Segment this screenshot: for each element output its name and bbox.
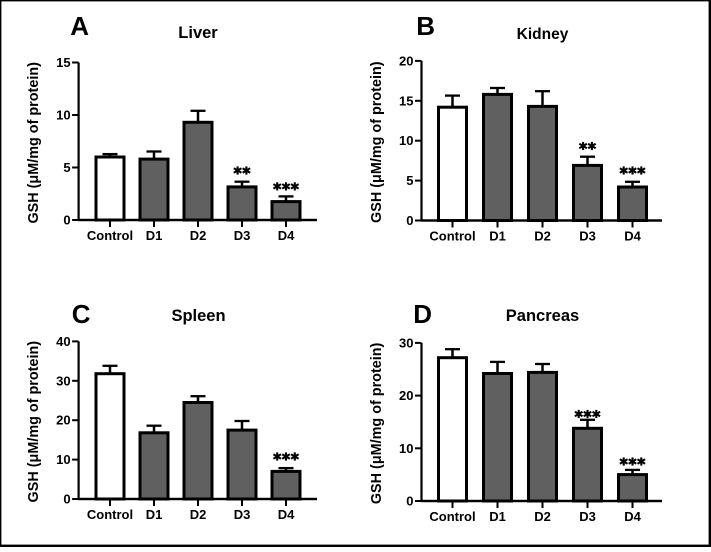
svg-text:D2: D2 bbox=[534, 228, 551, 243]
svg-text:GSH (μM/mg of protein): GSH (μM/mg of protein) bbox=[26, 341, 42, 503]
svg-text:D2: D2 bbox=[190, 228, 207, 243]
svg-text:Control: Control bbox=[429, 228, 475, 243]
svg-text:D3: D3 bbox=[579, 509, 596, 524]
svg-text:B: B bbox=[416, 11, 435, 41]
svg-text:D2: D2 bbox=[534, 509, 551, 524]
svg-text:Control: Control bbox=[429, 509, 475, 524]
svg-text:D3: D3 bbox=[579, 228, 596, 243]
svg-text:D3: D3 bbox=[234, 507, 251, 522]
svg-text:40: 40 bbox=[56, 334, 70, 349]
svg-text:Liver: Liver bbox=[178, 24, 218, 42]
svg-text:30: 30 bbox=[399, 335, 413, 350]
svg-text:30: 30 bbox=[56, 373, 70, 388]
svg-text:C: C bbox=[72, 299, 91, 329]
svg-text:20: 20 bbox=[399, 388, 413, 403]
svg-text:D1: D1 bbox=[146, 228, 163, 243]
svg-text:15: 15 bbox=[56, 55, 70, 70]
svg-text:10: 10 bbox=[399, 133, 413, 148]
svg-text:D4: D4 bbox=[278, 228, 295, 243]
svg-text:5: 5 bbox=[406, 173, 413, 188]
svg-text:20: 20 bbox=[399, 53, 413, 68]
svg-text:Control: Control bbox=[87, 507, 133, 522]
svg-text:0: 0 bbox=[63, 213, 70, 228]
svg-text:D3: D3 bbox=[234, 228, 251, 243]
svg-text:D1: D1 bbox=[489, 509, 506, 524]
svg-text:A: A bbox=[70, 11, 89, 41]
svg-text:GSH (μM/mg of protein): GSH (μM/mg of protein) bbox=[26, 62, 42, 224]
svg-text:0: 0 bbox=[406, 494, 413, 509]
svg-text:D4: D4 bbox=[624, 509, 641, 524]
svg-text:0: 0 bbox=[406, 213, 413, 228]
svg-text:20: 20 bbox=[56, 413, 70, 428]
svg-text:Control: Control bbox=[87, 228, 133, 243]
svg-text:Spleen: Spleen bbox=[171, 307, 225, 325]
svg-text:0: 0 bbox=[63, 492, 70, 507]
svg-text:GSH (μM/mg of protein): GSH (μM/mg of protein) bbox=[369, 61, 385, 223]
svg-text:D4: D4 bbox=[278, 507, 295, 522]
svg-text:D1: D1 bbox=[489, 228, 506, 243]
svg-text:10: 10 bbox=[399, 441, 413, 456]
svg-text:5: 5 bbox=[63, 160, 70, 175]
svg-text:Pancreas: Pancreas bbox=[506, 307, 579, 325]
svg-text:Kidney: Kidney bbox=[517, 26, 569, 43]
svg-text:D1: D1 bbox=[146, 507, 163, 522]
svg-text:10: 10 bbox=[56, 452, 70, 467]
svg-text:GSH (μM/mg of protein): GSH (μM/mg of protein) bbox=[369, 342, 385, 504]
svg-text:D2: D2 bbox=[190, 507, 207, 522]
svg-text:10: 10 bbox=[56, 108, 70, 123]
svg-text:D: D bbox=[413, 299, 432, 329]
svg-text:15: 15 bbox=[399, 93, 413, 108]
svg-text:D4: D4 bbox=[624, 228, 641, 243]
